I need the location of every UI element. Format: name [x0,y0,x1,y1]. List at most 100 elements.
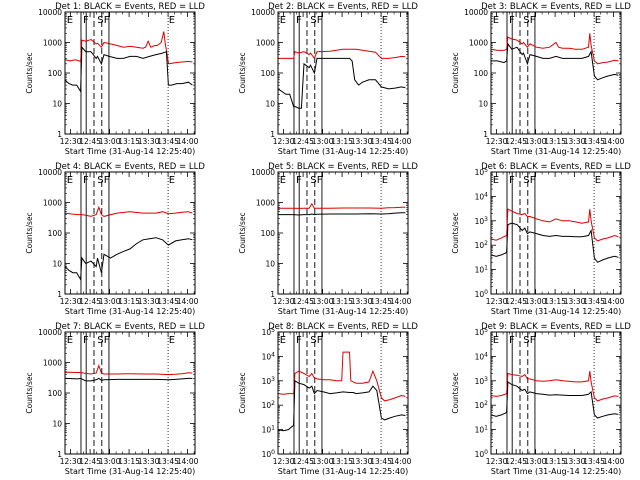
region-label: S [310,15,316,26]
y-tick-label: 10000 [38,168,62,177]
region-label: F [296,15,302,26]
y-tick-label: 101 [475,265,489,275]
y-tick-label: 101 [262,425,276,435]
panel-det-1: Det 1: BLACK = Events, RED = LLD 1 10 100 10… [25,2,205,156]
x-tick-label: 12:45 [505,137,527,146]
plot-frame [64,11,196,135]
x-tick-label: 13:30 [351,137,373,146]
x-tick-label: 13:45 [370,137,392,146]
y-tick-label: 105 [262,327,276,337]
series-line-events [64,237,193,282]
x-tick-label: 12:45 [292,457,314,466]
series-line-lld [64,363,193,376]
x-tick-label: 12:30 [273,137,295,146]
x-tick-label: 13:00 [312,137,334,146]
panel-det-4: Det 4: BLACK = Events, RED = LLD 1 10 100 10… [25,162,205,316]
x-tick-label: 12:30 [486,297,508,306]
x-tick-label: 13:15 [544,137,566,146]
y-tick-label: 1 [57,290,62,299]
x-tick-label: 14:00 [603,297,625,306]
y-axis-label: Counts/sec [451,372,460,413]
region-label: F [317,15,323,26]
y-tick-label: 1000 [43,39,62,48]
region-label: E [67,335,73,346]
y-tick-label: 1000 [256,199,275,208]
y-axis-label: Counts/sec [238,52,247,93]
panel-det-7: Det 7: BLACK = Events, RED = LLD 1 10 100 10… [25,322,205,476]
region-label: S [97,335,103,346]
series-line-lld [490,33,619,65]
region-label: E [67,15,73,26]
y-axis-label: Counts/sec [238,372,247,413]
y-axis-label: Counts/sec [25,372,34,413]
series-line-lld [64,205,193,217]
x-tick-label: 13:45 [583,137,605,146]
x-axis-label: Start Time (31-Aug-14 12:25:40) [491,147,622,156]
panel-det-8: Det 8: BLACK = Events, RED = LLD 100 101 10… [238,322,418,476]
x-tick-label: 13:45 [370,457,392,466]
x-axis-label: Start Time (31-Aug-14 12:25:40) [491,307,622,316]
x-tick-label: 13:00 [312,297,334,306]
x-tick-label: 13:30 [138,457,160,466]
x-tick-label: 13:45 [370,297,392,306]
x-tick-label: 14:00 [177,297,199,306]
x-axis-label: Start Time (31-Aug-14 12:25:40) [278,147,409,156]
y-axis-label: Counts/sec [451,52,460,93]
y-tick-label: 103 [262,376,276,386]
region-label: F [317,335,323,346]
chart-title: Det 3: BLACK = Events, RED = LLD [481,2,631,12]
y-tick-label: 1 [57,450,62,459]
panel-det-5: Det 5: BLACK = Events, RED = LLD 1 10 100 10… [238,162,418,316]
region-label: F [104,175,110,186]
x-axis-label: Start Time (31-Aug-14 12:25:40) [65,147,196,156]
x-tick-label: 13:30 [564,137,586,146]
y-tick-label: 100 [475,289,489,299]
plot-frame [490,331,622,455]
x-axis-label: Start Time (31-Aug-14 12:25:40) [65,467,196,476]
region-label: E [493,175,499,186]
chart-title: Det 6: BLACK = Events, RED = LLD [481,162,631,172]
x-tick-label: 13:15 [331,137,353,146]
plot-frame [490,171,622,295]
chart-title: Det 7: BLACK = Events, RED = LLD [55,322,205,332]
x-tick-label: 13:15 [118,137,140,146]
region-label: E [169,335,175,346]
series-line-events [277,57,406,109]
region-label: S [523,335,529,346]
region-label: E [493,335,499,346]
x-tick-label: 12:45 [292,137,314,146]
x-tick-label: 13:15 [118,297,140,306]
x-axis-label: Start Time (31-Aug-14 12:25:40) [491,467,622,476]
x-tick-label: 14:00 [603,457,625,466]
plot-frame [277,171,409,295]
y-tick-label: 104 [475,351,489,361]
region-label: F [530,15,536,26]
x-tick-label: 13:15 [118,457,140,466]
y-tick-label: 103 [475,376,489,386]
y-tick-label: 105 [475,167,489,177]
y-tick-label: 10 [52,260,62,269]
x-tick-label: 13:30 [351,297,373,306]
y-tick-label: 10 [265,100,275,109]
region-label: F [509,15,515,26]
x-tick-label: 12:45 [79,297,101,306]
region-label: F [296,335,302,346]
y-tick-label: 103 [475,216,489,226]
y-tick-label: 10 [478,100,488,109]
y-axis-label: Counts/sec [25,212,34,253]
x-tick-label: 12:45 [505,297,527,306]
region-label: E [493,15,499,26]
x-tick-label: 13:45 [583,457,605,466]
region-label: E [67,175,73,186]
y-tick-label: 100 [48,69,63,78]
y-tick-label: 10000 [251,8,275,17]
x-tick-label: 13:15 [544,457,566,466]
region-label: E [280,15,286,26]
chart-title: Det 1: BLACK = Events, RED = LLD [55,2,205,12]
x-tick-label: 14:00 [177,457,199,466]
y-tick-label: 100 [48,389,63,398]
region-label: F [83,335,89,346]
x-tick-label: 12:45 [292,297,314,306]
x-tick-label: 12:30 [273,457,295,466]
